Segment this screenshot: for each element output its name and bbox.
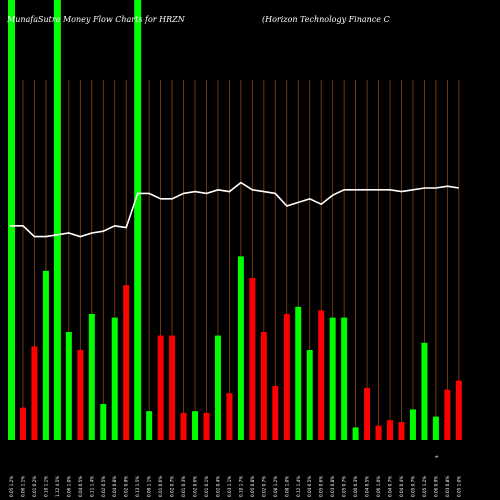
- bar-18: [203, 413, 210, 440]
- bar-11: [123, 285, 130, 440]
- x-tick-label: 0.01 0.3%: [181, 476, 186, 497]
- x-tick-label: 0.08 1.0%: [284, 476, 289, 497]
- x-tick-label: 0.12 1.4%: [296, 476, 301, 497]
- bar-20: [226, 393, 233, 440]
- x-tick-label: 0.04 0.7%: [388, 476, 393, 497]
- x-tick-label: 0.06 1.0%: [66, 476, 71, 497]
- bar-5: [53, 0, 61, 440]
- bar-16: [180, 413, 187, 440]
- x-tick-label: 0.06 0.9%: [433, 476, 438, 497]
- x-tick-label: 0.05 1.0%: [456, 476, 461, 497]
- x-tick-label: 0.05 1.2%: [422, 476, 427, 497]
- x-tick-label: 0.05 0.6%: [319, 476, 324, 497]
- x-tick-label: 0.01 0.1%: [204, 476, 209, 497]
- x-tick-label: 0.02 0.4%: [215, 476, 220, 497]
- bar-8: [88, 314, 95, 440]
- bar-3: [31, 346, 38, 440]
- bar-19: [214, 335, 221, 440]
- x-tick-label: 0.03 0.8%: [330, 476, 335, 497]
- bars-group: [8, 0, 462, 440]
- bar-40: [455, 380, 462, 440]
- chart-title: MunafaSutra Money Flow Charts for HRZN: [6, 15, 186, 24]
- bar-25: [283, 314, 290, 440]
- x-tick-label: 0.02 0.5%: [101, 476, 106, 497]
- x-tick-label: 0.02 0.7%: [261, 476, 266, 497]
- x-tick-label: 0.02 0.9%: [124, 476, 129, 497]
- bar-15: [169, 335, 176, 440]
- bar-33: [375, 425, 382, 440]
- bar-14: [157, 335, 164, 440]
- x-tick-label: 0.02 0.7%: [170, 476, 175, 497]
- x-tick-label: 0.08 1.2%: [273, 476, 278, 497]
- bar-37: [421, 342, 428, 440]
- x-tick-label: 0.04 0.5%: [78, 476, 83, 497]
- bar-29: [329, 317, 336, 440]
- x-tick-label: 1.12 4.5%: [55, 476, 60, 497]
- x-tick-label: 0.04 0.8%: [112, 476, 117, 497]
- x-tick-label: 0.01 0.6%: [158, 476, 163, 497]
- x-tick-label: 0.05 1.2%: [9, 476, 14, 497]
- x-tick-label: 0.11 1.4%: [89, 476, 94, 497]
- bar-39: [444, 389, 451, 440]
- bar-27: [306, 350, 313, 440]
- bar-12: [134, 0, 142, 440]
- bar-34: [387, 420, 394, 440]
- bar-2: [19, 407, 26, 440]
- x-tick-labels: 0.05 1.2% 0.06 1.1% 0.01 0.2% 0.10 1.1% 1.12…: [9, 455, 461, 497]
- bar-38: [432, 416, 439, 440]
- bar-35: [398, 422, 405, 440]
- bar-21: [237, 256, 244, 440]
- x-tick-label: 0.01 0.2%: [32, 476, 37, 497]
- bar-7: [77, 350, 84, 440]
- bar-30: [341, 317, 348, 440]
- bar-4: [42, 270, 49, 440]
- money-flow-line: [9, 181, 459, 238]
- x-tick-label: 0.00 0.3%: [353, 476, 358, 497]
- chart-subtitle: (Horizon Technology Finance C: [262, 15, 390, 24]
- bar-22: [249, 278, 256, 440]
- x-tick-label: 0.09 1.1%: [147, 476, 152, 497]
- x-tick-label: 0.10 1.1%: [43, 476, 48, 497]
- bar-28: [318, 310, 325, 440]
- bar-17: [192, 411, 199, 440]
- x-tick-label: 0.04 0.5%: [307, 476, 312, 497]
- bar-9: [100, 404, 107, 440]
- x-tick-label: 0.04 0.4%: [399, 476, 404, 497]
- x-tick-label: 0.02 0.6%: [193, 476, 198, 497]
- bar-24: [272, 386, 279, 440]
- bar-31: [352, 427, 359, 440]
- x-tick-label: 0.10 1.7%: [238, 476, 243, 497]
- bar-13: [146, 411, 153, 440]
- x-tick-label: 0.04 0.5%: [365, 476, 370, 497]
- x-tick-label: 0.05 0.7%: [410, 476, 415, 497]
- x-tick-label: 0.03 0.8%: [445, 476, 450, 497]
- bar-32: [364, 387, 371, 440]
- x-tick-extra: $: [434, 455, 439, 458]
- x-tick-label: 0.05 0.8%: [250, 476, 255, 497]
- x-tick-label: 0.13 1.5%: [135, 476, 140, 497]
- bar-1: [8, 0, 15, 440]
- bar-10: [111, 317, 118, 440]
- bar-36: [409, 409, 416, 440]
- x-tick-label: 0.05 0.7%: [342, 476, 347, 497]
- bar-26: [295, 306, 302, 440]
- x-tick-label: 0.03 1.1%: [227, 476, 232, 497]
- bar-23: [260, 332, 267, 440]
- x-tick-label: 0.06 1.1%: [20, 476, 25, 497]
- x-tick-label: 0.06 1.0%: [376, 476, 381, 497]
- bar-6: [65, 332, 72, 440]
